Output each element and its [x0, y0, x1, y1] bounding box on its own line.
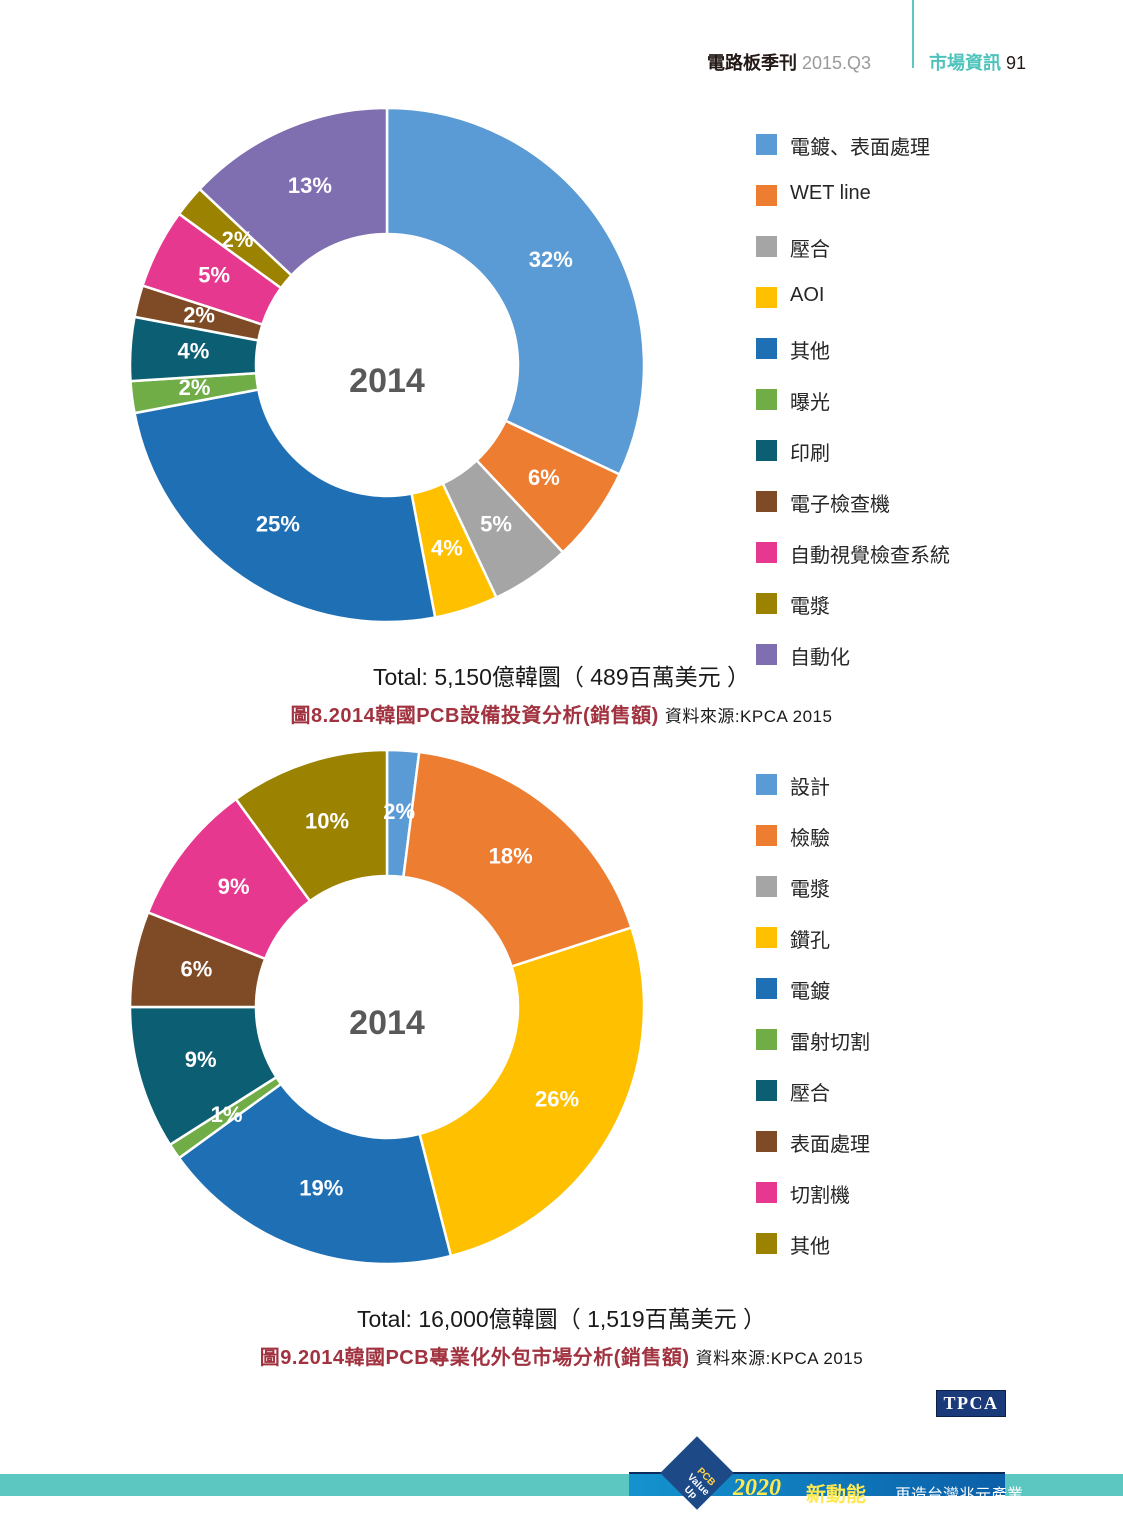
- svg-text:2%: 2%: [179, 375, 211, 400]
- svg-text:4%: 4%: [177, 339, 209, 364]
- svg-text:1%: 1%: [211, 1102, 243, 1127]
- svg-text:4%: 4%: [431, 535, 463, 560]
- svg-text:9%: 9%: [218, 874, 250, 899]
- svg-text:2%: 2%: [383, 799, 415, 824]
- svg-text:5%: 5%: [198, 263, 230, 288]
- svg-text:25%: 25%: [256, 511, 300, 536]
- svg-text:13%: 13%: [288, 173, 332, 198]
- svg-text:2%: 2%: [222, 227, 254, 252]
- svg-text:9%: 9%: [185, 1047, 217, 1072]
- svg-text:19%: 19%: [299, 1175, 343, 1200]
- svg-text:18%: 18%: [489, 843, 533, 868]
- svg-text:10%: 10%: [305, 808, 349, 833]
- svg-text:6%: 6%: [181, 956, 213, 981]
- svg-text:6%: 6%: [528, 465, 560, 490]
- svg-text:2%: 2%: [183, 303, 215, 328]
- svg-text:32%: 32%: [529, 247, 573, 272]
- svg-text:5%: 5%: [480, 511, 512, 536]
- svg-text:26%: 26%: [535, 1086, 579, 1111]
